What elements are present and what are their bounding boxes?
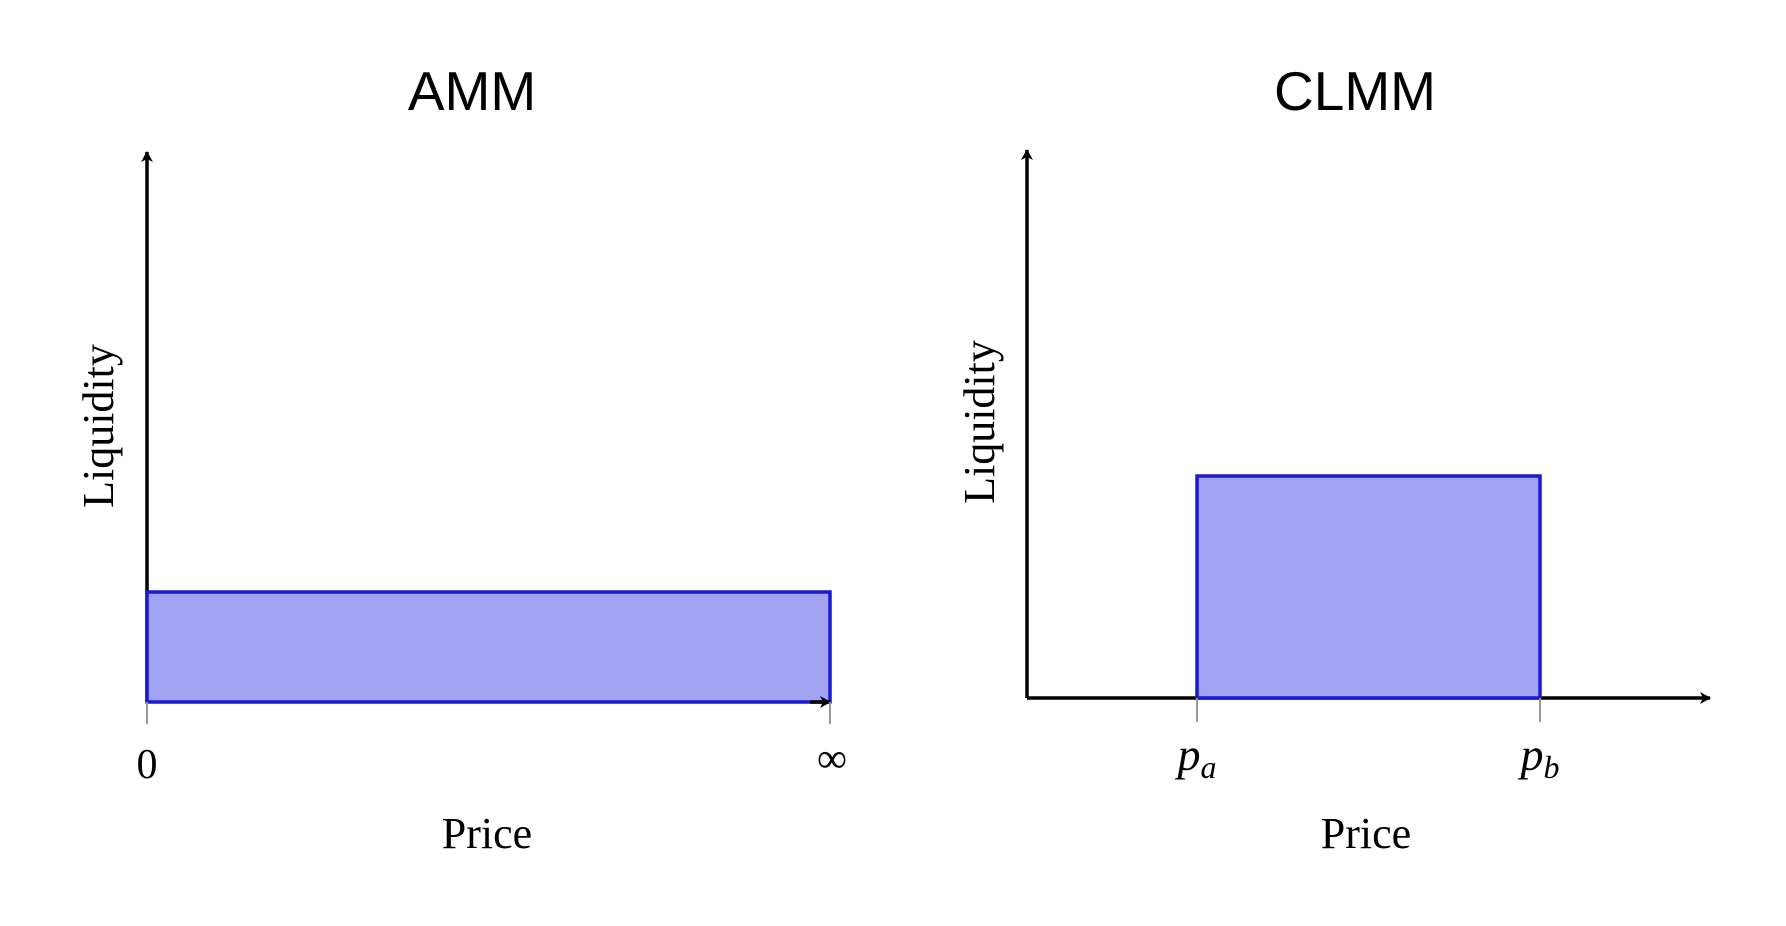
liquidity-range xyxy=(1195,474,1542,700)
tick-label: ∞ xyxy=(817,736,847,782)
tick-label: 0 xyxy=(137,742,158,788)
panel-title: CLMM xyxy=(1274,60,1436,122)
x-axis-label: Price xyxy=(442,809,532,858)
y-axis-label: Liquidity xyxy=(955,340,1004,504)
amm-panel: AMM 0 ∞ Price Liquidity xyxy=(74,60,847,858)
tick-sub: a xyxy=(1201,749,1217,785)
tick-base: p xyxy=(1175,729,1201,780)
panel-title: AMM xyxy=(408,60,536,122)
tick-label: pb xyxy=(1518,729,1560,785)
tick-base: p xyxy=(1518,729,1544,780)
tick-sub: b xyxy=(1544,749,1560,785)
x-axis-label: Price xyxy=(1321,809,1411,858)
clmm-panel: CLMM pa pb Price Liquidity xyxy=(955,60,1711,858)
y-axis-label: Liquidity xyxy=(74,344,123,508)
tick-label: pa xyxy=(1175,729,1217,785)
liquidity-range xyxy=(145,590,832,704)
